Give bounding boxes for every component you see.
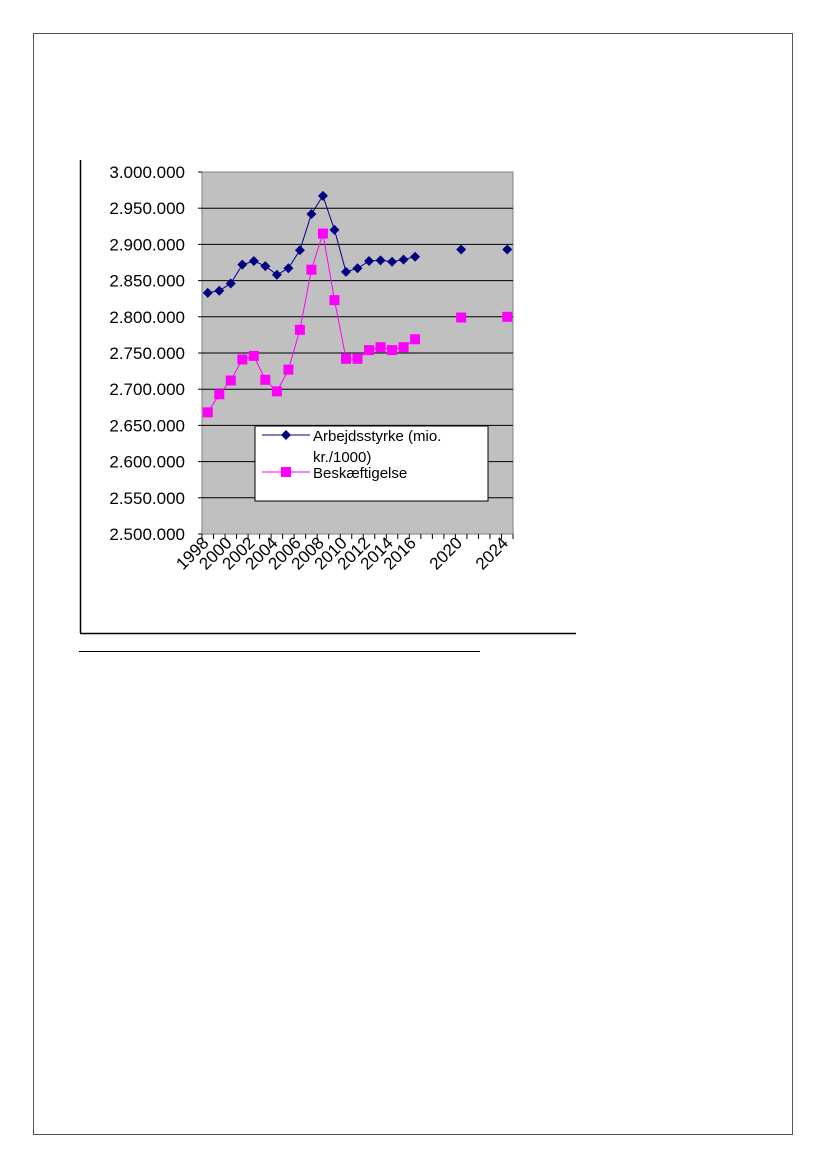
data-point-series-1 bbox=[398, 254, 409, 265]
data-point-series-1 bbox=[306, 208, 317, 219]
data-point-series-2 bbox=[294, 324, 305, 335]
data-point-series-1 bbox=[237, 259, 248, 270]
chart: 2.500.000 2.550.000 2.600.000 2.650.000 2.70… bbox=[79, 160, 576, 635]
legend-label-arbejdsstyrke-line2: kr./1000) bbox=[313, 449, 371, 466]
data-point-series-1 bbox=[260, 261, 271, 272]
data-point-series-1 bbox=[502, 244, 513, 255]
data-point-series-1 bbox=[248, 256, 259, 267]
data-point-series-2 bbox=[225, 375, 236, 386]
y-tick-label: 2.500.000 bbox=[109, 525, 185, 544]
data-point-series-2 bbox=[375, 342, 386, 353]
data-point-series-2 bbox=[260, 374, 271, 385]
data-point-series-2 bbox=[202, 407, 213, 418]
page-frame bbox=[33, 33, 793, 1135]
legend-marker-arbejdsstyrke bbox=[281, 430, 291, 440]
legend: Arbejdsstyrke (mio. kr./1000) Beskæftige… bbox=[254, 425, 489, 502]
data-point-series-1 bbox=[387, 256, 398, 267]
data-point-series-2 bbox=[317, 228, 328, 239]
series-layer bbox=[202, 190, 513, 418]
y-tick-label: 2.600.000 bbox=[109, 453, 185, 472]
data-point-series-1 bbox=[283, 263, 294, 274]
data-point-series-1 bbox=[225, 278, 236, 289]
data-point-series-2 bbox=[387, 345, 398, 356]
data-point-series-1 bbox=[214, 285, 225, 296]
x-axis-ticks: 1998200020022004200620082010201220142016… bbox=[172, 533, 514, 574]
data-point-series-1 bbox=[271, 269, 282, 280]
data-point-series-2 bbox=[352, 353, 363, 364]
data-point-series-2 bbox=[306, 264, 317, 275]
data-point-series-1 bbox=[294, 245, 305, 256]
data-point-series-1 bbox=[329, 224, 340, 235]
data-point-series-2 bbox=[398, 342, 409, 353]
data-point-series-1 bbox=[410, 251, 421, 262]
y-tick-label: 2.700.000 bbox=[109, 380, 185, 399]
data-point-series-1 bbox=[352, 263, 363, 274]
data-point-series-2 bbox=[410, 334, 421, 345]
data-point-series-1 bbox=[456, 244, 467, 255]
legend-box bbox=[254, 425, 489, 502]
data-point-series-2 bbox=[214, 389, 225, 400]
y-axis-ticks: 2.500.000 2.550.000 2.600.000 2.650.000 2.70… bbox=[109, 163, 202, 544]
data-point-series-2 bbox=[340, 353, 351, 364]
data-point-series-2 bbox=[283, 364, 294, 375]
data-point-series-1 bbox=[202, 287, 213, 298]
y-tick-label: 2.650.000 bbox=[109, 416, 185, 435]
data-point-series-2 bbox=[456, 312, 467, 323]
y-tick-label: 2.850.000 bbox=[109, 272, 185, 291]
data-point-series-1 bbox=[317, 190, 328, 201]
y-tick-label: 3.000.000 bbox=[109, 163, 185, 182]
data-point-series-2 bbox=[364, 345, 375, 356]
data-point-series-2 bbox=[329, 295, 340, 306]
data-point-series-2 bbox=[502, 311, 513, 322]
y-tick-label: 2.900.000 bbox=[109, 235, 185, 254]
legend-marker-beskaeftigelse bbox=[281, 467, 291, 477]
data-point-series-2 bbox=[237, 354, 248, 365]
data-point-series-1 bbox=[375, 255, 386, 266]
legend-label-beskaeftigelse: Beskæftigelse bbox=[313, 465, 407, 482]
footnote-separator bbox=[79, 651, 480, 652]
legend-label-arbejdsstyrke-line1: Arbejdsstyrke (mio. bbox=[313, 428, 441, 445]
data-point-series-1 bbox=[340, 266, 351, 277]
data-point-series-2 bbox=[248, 350, 259, 361]
y-tick-label: 2.550.000 bbox=[109, 489, 185, 508]
y-tick-label: 2.950.000 bbox=[109, 199, 185, 218]
x-tick-label: 2020 bbox=[426, 533, 466, 573]
data-point-series-1 bbox=[364, 256, 375, 267]
y-tick-label: 2.800.000 bbox=[109, 308, 185, 327]
x-tick-label: 2024 bbox=[472, 533, 512, 573]
data-point-series-2 bbox=[271, 386, 282, 397]
y-tick-label: 2.750.000 bbox=[109, 344, 185, 363]
